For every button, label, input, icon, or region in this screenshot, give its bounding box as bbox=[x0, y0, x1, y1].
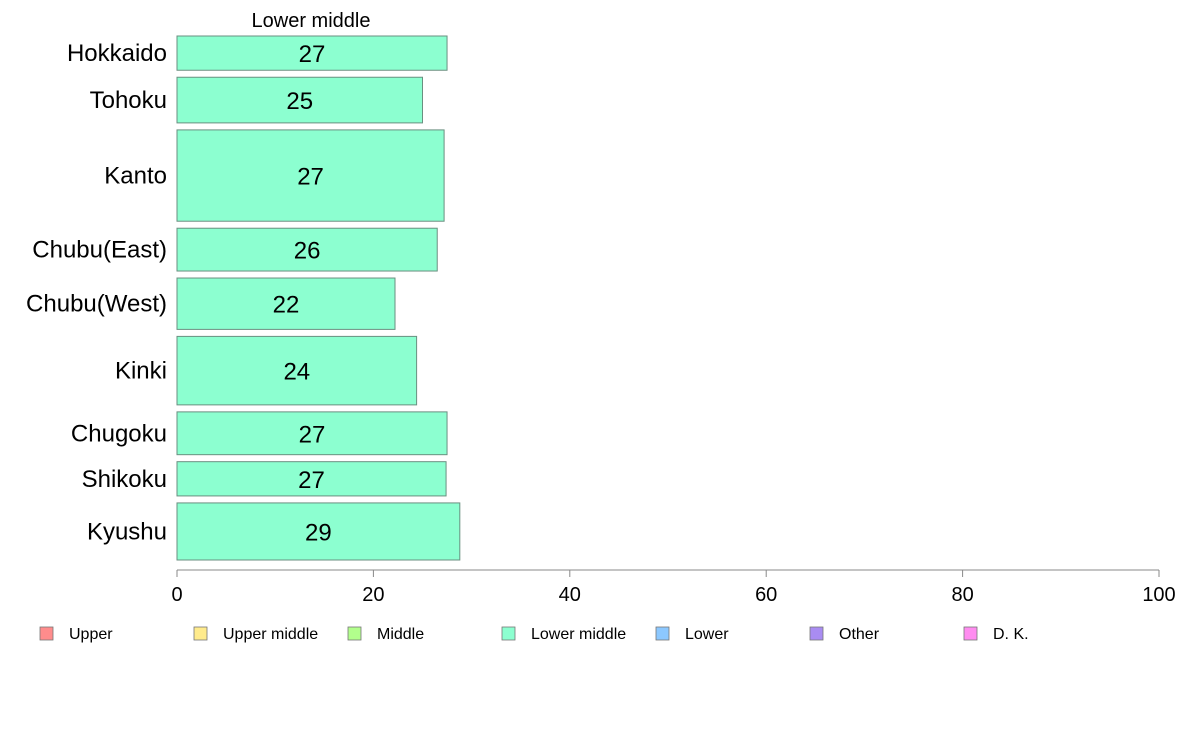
legend: Upper Upper middle Middle Lower middle Lower… bbox=[39, 626, 1029, 643]
legend-swatch bbox=[655, 626, 670, 641]
category-label: Chubu(East) bbox=[32, 237, 167, 264]
data-label: 27 bbox=[299, 41, 326, 68]
bar bbox=[176, 461, 447, 497]
category-label: Kyushu bbox=[87, 518, 167, 545]
legend-label: Upper bbox=[69, 626, 113, 643]
data-label: 24 bbox=[283, 359, 310, 386]
x-tick-label: 20 bbox=[362, 584, 384, 606]
legend-swatch bbox=[501, 626, 516, 641]
chart-title: Lower middle bbox=[252, 10, 371, 32]
legend-label: D. K. bbox=[993, 626, 1029, 643]
bar bbox=[176, 335, 418, 406]
data-label: 26 bbox=[294, 238, 321, 265]
legend-swatch bbox=[809, 626, 824, 641]
legend-label: Lower bbox=[685, 626, 729, 643]
bar bbox=[176, 129, 445, 222]
legend-label: Lower middle bbox=[531, 626, 626, 643]
category-label: Hokkaido bbox=[67, 40, 167, 67]
legend-swatch bbox=[347, 626, 362, 641]
bar bbox=[176, 227, 438, 272]
data-label: 25 bbox=[286, 88, 313, 115]
category-label: Shikoku bbox=[82, 466, 167, 493]
bar bbox=[176, 502, 461, 561]
data-label: 22 bbox=[273, 292, 300, 319]
x-axis: 0 20 40 60 80 100 bbox=[171, 569, 1176, 606]
category-label: Chubu(West) bbox=[26, 291, 167, 318]
legend-swatch bbox=[963, 626, 978, 641]
category-label: Kinki bbox=[115, 358, 167, 385]
legend-label: Other bbox=[839, 626, 880, 643]
legend-swatch bbox=[193, 626, 208, 641]
category-label: Tohoku bbox=[90, 87, 167, 114]
category-label: Chugoku bbox=[71, 420, 167, 447]
x-tick-label: 80 bbox=[951, 584, 973, 606]
x-tick-label: 40 bbox=[559, 584, 581, 606]
legend-swatch bbox=[39, 626, 54, 641]
legend-label: Middle bbox=[377, 626, 424, 643]
bars-group: Hokkaido 27 Tohoku 25 Kanto 27 Chubu(East) 26 Ch… bbox=[26, 35, 461, 561]
data-label: 27 bbox=[299, 421, 326, 448]
bar bbox=[176, 411, 448, 456]
x-tick-label: 100 bbox=[1142, 584, 1175, 606]
x-tick-label: 0 bbox=[171, 584, 182, 606]
category-label: Kanto bbox=[104, 163, 167, 190]
data-label: 27 bbox=[298, 467, 325, 494]
bar bbox=[176, 35, 448, 71]
x-tick-label: 60 bbox=[755, 584, 777, 606]
data-label: 27 bbox=[297, 164, 324, 191]
bar bbox=[176, 76, 423, 124]
data-label: 29 bbox=[305, 519, 332, 546]
bar bbox=[176, 277, 396, 330]
legend-label: Upper middle bbox=[223, 626, 318, 643]
